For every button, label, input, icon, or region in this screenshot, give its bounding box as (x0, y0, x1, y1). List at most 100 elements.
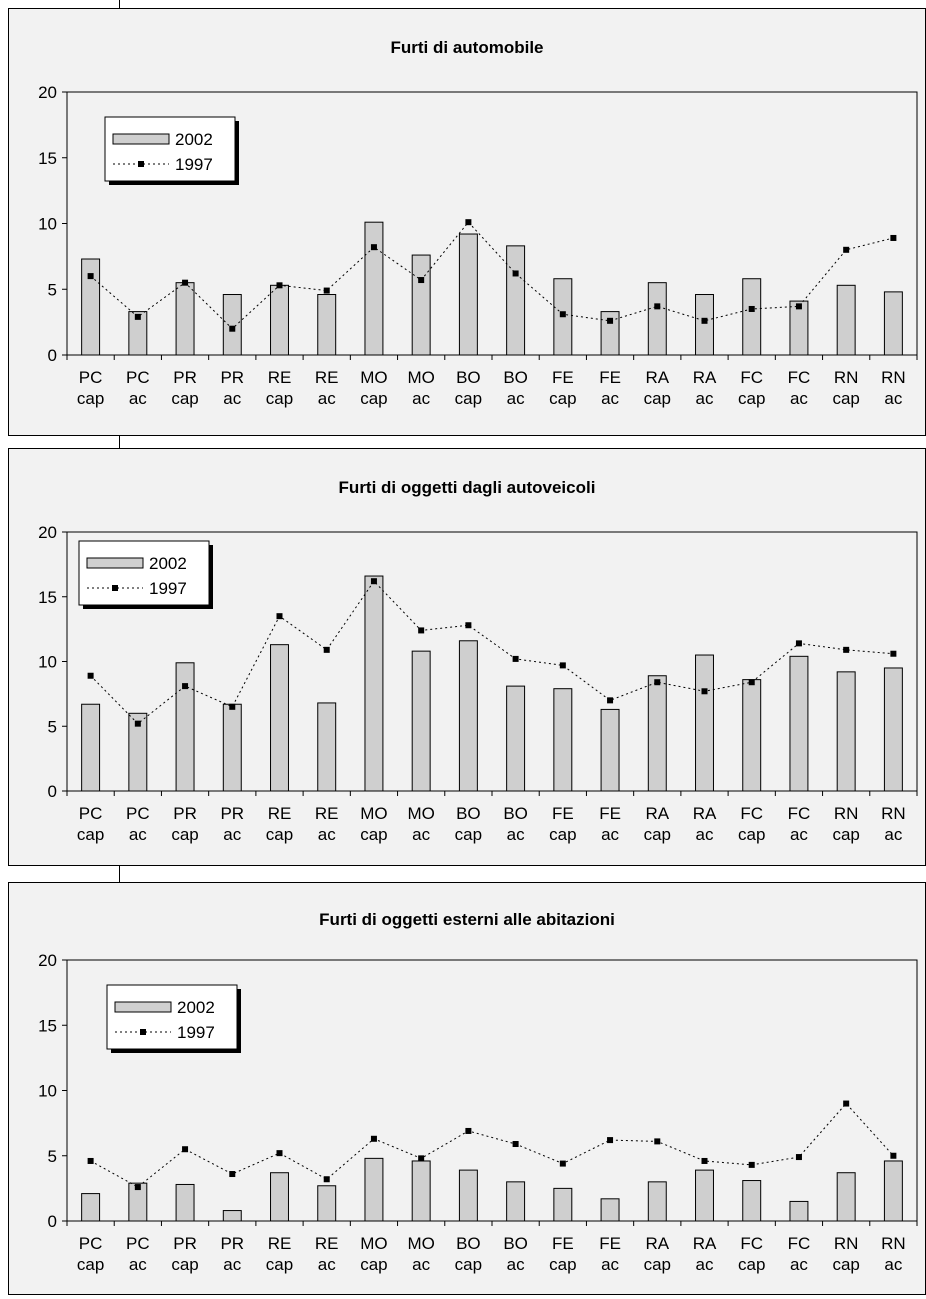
x-tick-label: BO ac (503, 1234, 528, 1274)
point-1997 (418, 1155, 425, 1162)
point-1997 (182, 1146, 189, 1153)
x-tick-label: FE ac (599, 1234, 621, 1274)
point-1997 (370, 1135, 377, 1142)
point-1997 (276, 282, 283, 289)
bar-2002 (506, 685, 526, 792)
point-1997 (607, 317, 614, 324)
point-1997 (890, 234, 897, 241)
point-1997 (701, 317, 708, 324)
legend-label-2002: 2002 (175, 130, 213, 149)
bar-2002 (458, 640, 478, 792)
x-tick-label: PR ac (220, 368, 244, 408)
x-tick-label: FE cap (549, 804, 576, 844)
y-tick-label: 5 (48, 280, 57, 299)
x-tick-label: BO cap (455, 1234, 482, 1274)
chart-title: Furti di oggetti esterni alle abitazioni (319, 910, 615, 929)
x-tick-label: PR ac (220, 1234, 244, 1274)
bar-2002 (411, 650, 431, 792)
x-tick-label: FC ac (788, 1234, 811, 1274)
bar-2002 (506, 245, 526, 356)
bar-2002 (270, 284, 289, 356)
point-1997 (795, 640, 802, 647)
point-1997 (134, 1184, 141, 1191)
x-tick-label: RE ac (315, 1234, 339, 1274)
bar-2002 (222, 703, 242, 792)
point-1997 (512, 270, 519, 277)
x-tick-label: MO cap (360, 368, 387, 408)
legend-box (106, 984, 238, 1050)
chart-panel-1: Furti di automobile 0 5 10 15 20 PC cap PC ac PR ca… (8, 8, 926, 436)
x-tick-label: RA cap (644, 368, 671, 408)
bar-2002 (128, 311, 148, 356)
y-tick-label: 0 (48, 1212, 57, 1231)
legend-label-2002: 2002 (149, 554, 187, 573)
y-tick-label: 20 (38, 523, 57, 542)
point-1997 (229, 325, 236, 332)
x-tick-label: MO cap (360, 1234, 387, 1274)
chart-panel-3: Furti di oggetti esterni alle abitazioni… (8, 882, 926, 1295)
bar-2002 (317, 294, 337, 356)
point-1997 (323, 646, 330, 653)
point-1997 (795, 303, 802, 310)
x-tick-label: FC cap (738, 368, 765, 408)
chart-title: Furti di oggetti dagli autoveicoli (339, 478, 596, 497)
chart-1-svg: Furti di automobile 0 5 10 15 20 PC cap PC ac PR ca… (38, 38, 918, 408)
point-1997 (654, 679, 661, 686)
bar-2002 (647, 282, 667, 356)
point-1997 (890, 650, 897, 657)
x-tick-label: BO cap (455, 804, 482, 844)
x-tick-label: RN ac (881, 368, 906, 408)
bar-2002 (411, 254, 431, 356)
x-tick-label: PC ac (126, 804, 150, 844)
point-1997 (559, 311, 566, 318)
point-1997 (465, 622, 472, 629)
point-1997 (370, 244, 377, 251)
bar-2002 (364, 1157, 384, 1222)
bar-2002 (128, 1182, 148, 1222)
bar-2002 (81, 703, 101, 792)
point-1997 (607, 697, 614, 704)
bar-2002 (222, 294, 242, 356)
bar-2002 (600, 1198, 620, 1222)
frame-tick-mid-1 (119, 436, 120, 448)
chart-2-svg: Furti di oggetti dagli autoveicoli 0 5 10 15… (38, 478, 918, 844)
bar-2002 (553, 688, 573, 792)
x-tick-label: RE ac (315, 368, 339, 408)
point-1997 (182, 683, 189, 690)
x-tick-label: PR cap (171, 368, 198, 408)
bar-2002 (836, 284, 856, 356)
chart-panel-2: Furti di oggetti dagli autoveicoli 0 5 10 15… (8, 448, 926, 866)
x-tick-label: PR ac (220, 804, 244, 844)
legend-marker-1997 (140, 1029, 146, 1035)
x-tick-label: PC cap (77, 1234, 104, 1274)
x-tick-label: BO ac (503, 368, 528, 408)
bar-2002 (317, 1185, 337, 1222)
point-1997 (229, 703, 236, 710)
y-tick-label: 0 (48, 346, 57, 365)
y-tick-label: 15 (38, 149, 57, 168)
legend-swatch-2002 (86, 557, 144, 569)
point-1997 (418, 277, 425, 284)
point-1997 (87, 1157, 94, 1164)
line-1997 (90, 221, 894, 330)
bar-2002 (411, 1160, 431, 1222)
legend-label-1997: 1997 (175, 155, 213, 174)
bar-2002 (270, 1172, 289, 1222)
x-tick-label: PR cap (171, 1234, 198, 1274)
legend-swatch-2002 (112, 133, 170, 145)
x-tick-label: FE ac (599, 804, 621, 844)
legend-marker-1997 (112, 585, 118, 591)
point-1997 (701, 1157, 708, 1164)
bar-2002 (364, 221, 384, 356)
bar-2002 (789, 1200, 809, 1222)
point-1997 (559, 662, 566, 669)
bar-2002 (695, 1169, 714, 1222)
x-tick-label: MO ac (407, 368, 434, 408)
bar-2002 (883, 1160, 903, 1222)
x-tick-label: BO cap (455, 368, 482, 408)
bar-2002 (81, 1193, 101, 1222)
y-tick-label: 5 (48, 1147, 57, 1166)
x-tick-label: PC ac (126, 1234, 150, 1274)
legend-box (104, 116, 236, 182)
x-tick-label: RE cap (266, 368, 293, 408)
